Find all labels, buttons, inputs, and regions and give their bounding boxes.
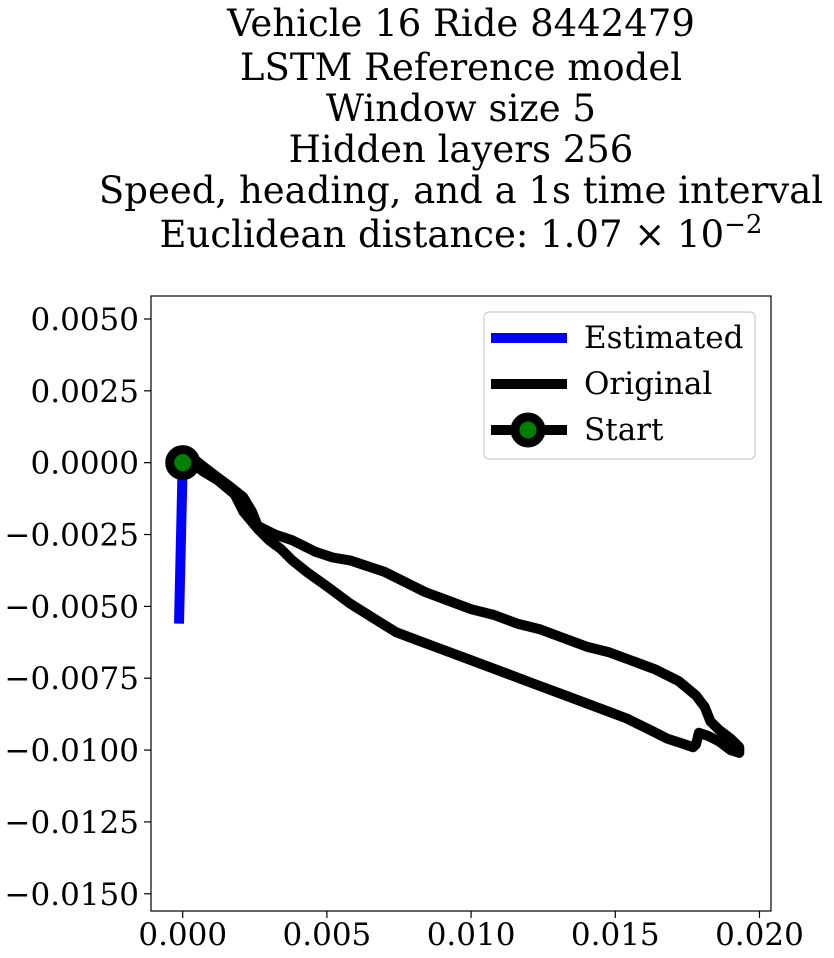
- start-marker: [165, 445, 201, 481]
- title-line-2: LSTM Reference model: [240, 46, 682, 89]
- y-tick-label: −0.0100: [5, 733, 139, 769]
- y-tick-label: 0.0050: [31, 302, 139, 338]
- title-line-6: Euclidean distance: 1.07 × 10−2: [160, 210, 763, 256]
- series-original-line: [177, 451, 745, 758]
- x-tick-label: 0.020: [715, 917, 804, 953]
- title-line-6-main: Euclidean distance: 1.07 × 10: [160, 213, 725, 256]
- x-tick-label: 0.000: [138, 917, 227, 953]
- title-line-3: Window size 5: [326, 87, 596, 130]
- legend-label-start: Start: [584, 412, 664, 448]
- legend-label-original: Original: [584, 366, 712, 402]
- chart-title: Vehicle 16 Ride 8442479 LSTM Reference m…: [99, 2, 823, 256]
- y-tick-label: −0.0025: [5, 518, 139, 554]
- y-tick-label: −0.0150: [5, 877, 139, 913]
- y-tick-label: 0.0000: [31, 446, 139, 482]
- title-line-4: Hidden layers 256: [289, 128, 634, 171]
- series-layer: [165, 445, 745, 758]
- legend-swatch-start-marker: [510, 412, 546, 448]
- y-tick-label: −0.0125: [5, 805, 139, 841]
- x-tick-label: 0.005: [283, 917, 372, 953]
- x-tick-label: 0.015: [571, 917, 660, 953]
- series-estimated-line: [174, 462, 188, 624]
- y-tick-label: −0.0050: [5, 589, 139, 625]
- y-tick-label: −0.0075: [5, 661, 139, 697]
- y-axis: 0.0050 0.0025 0.0000 −0.0025 −0.0050 −0.0075 −…: [5, 302, 151, 913]
- y-tick-label: 0.0025: [31, 374, 139, 410]
- legend: Estimated Original Start: [483, 311, 756, 460]
- title-line-1: Vehicle 16 Ride 8442479: [226, 2, 695, 45]
- legend-label-estimated: Estimated: [584, 320, 743, 356]
- title-line-6-exponent: −2: [724, 210, 762, 240]
- plot-area: [150, 295, 772, 912]
- x-axis: 0.000 0.005 0.010 0.015 0.020: [138, 911, 804, 953]
- x-tick-label: 0.010: [427, 917, 516, 953]
- legend-box: [483, 311, 756, 460]
- axes-frame: [150, 295, 772, 912]
- title-line-5: Speed, heading, and a 1s time interval: [99, 169, 823, 212]
